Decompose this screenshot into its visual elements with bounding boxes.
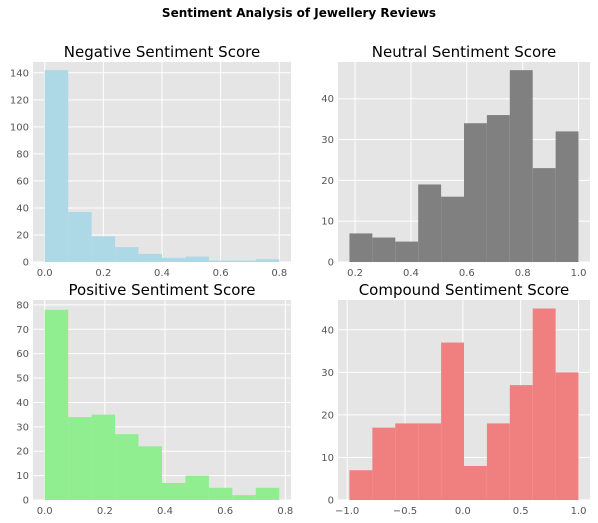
negative-bar-7 — [185, 256, 209, 262]
positive-bar-9 — [232, 495, 256, 500]
neutral-y-tick-label: 0 — [328, 258, 334, 269]
neutral-bar-2 — [372, 237, 396, 262]
positive-y-tick-label: 60 — [16, 349, 29, 360]
negative-bar-6 — [162, 257, 186, 262]
neutral-bar-7 — [486, 115, 510, 263]
positive-x-tick-label: 0.0 — [37, 506, 53, 517]
positive-bar-8 — [208, 487, 233, 500]
neutral-x-tick-label: 0.4 — [403, 268, 419, 279]
compound-x-tick-label: 1.0 — [571, 506, 587, 517]
positive-y-tick-label: 30 — [16, 422, 29, 433]
negative-y-tick-label: 40 — [16, 203, 29, 214]
neutral-x-tick-label: 0.2 — [347, 268, 363, 279]
positive-y-tick-label: 40 — [16, 398, 29, 409]
neutral-x-tick-label: 0.6 — [459, 268, 475, 279]
negative-bar-3 — [91, 236, 116, 262]
compound-bar-7 — [486, 423, 510, 500]
compound-bar-3 — [395, 423, 419, 500]
positive-y-tick-label: 50 — [16, 374, 29, 385]
neutral-bar-1 — [349, 233, 373, 262]
negative-x-tick-label: 0.6 — [213, 268, 229, 279]
compound-score-histogram: Compound Sentiment Score 0 10 20 30 40 −1.0 −0… — [321, 281, 590, 517]
negative-y-tick-label: 100 — [10, 122, 29, 133]
negative-bar-2 — [68, 212, 92, 262]
figure-title: Sentiment Analysis of Jewellery Reviews — [161, 6, 437, 20]
positive-bar-4 — [115, 434, 139, 500]
positive-y-tick-label: 80 — [16, 300, 29, 311]
negative-y-tick-label: 60 — [16, 176, 29, 187]
negative-bar-1 — [44, 70, 69, 262]
neutral-bar-9 — [532, 168, 556, 262]
neutral-x-tick-label: 1.0 — [571, 268, 587, 279]
neutral-bar-8 — [509, 70, 533, 262]
neutral-y-tick-label: 20 — [321, 176, 334, 187]
positive-bar-10 — [255, 487, 280, 500]
negative-bar-4 — [115, 247, 139, 262]
neutral-bar-4 — [418, 184, 442, 262]
positive-x-tick-label: 0.2 — [97, 506, 113, 517]
positive-y-tick-label: 20 — [16, 447, 29, 458]
negative-y-tick-label: 140 — [10, 68, 29, 79]
positive-bar-5 — [138, 446, 162, 500]
compound-x-tick-label: −1.0 — [335, 506, 359, 517]
positive-score-title: Positive Sentiment Score — [69, 281, 256, 299]
compound-y-tick-label: 30 — [321, 368, 334, 379]
positive-score-histogram: Positive Sentiment Score 0 10 20 30 40 50 60 70… — [16, 281, 293, 517]
compound-y-tick-label: 0 — [328, 496, 334, 507]
neutral-y-tick-label: 10 — [321, 217, 334, 228]
neutral-x-tick-label: 0.8 — [515, 268, 531, 279]
neutral-y-tick-label: 30 — [321, 135, 334, 146]
compound-x-tick-label: −0.5 — [393, 506, 417, 517]
compound-score-title: Compound Sentiment Score — [359, 281, 570, 299]
positive-x-tick-label: 0.6 — [217, 506, 233, 517]
positive-bar-7 — [185, 475, 209, 500]
negative-bar-10 — [255, 259, 280, 262]
negative-y-tick-label: 20 — [16, 230, 29, 241]
neutral-score-title: Neutral Sentiment Score — [372, 43, 556, 61]
negative-y-tick-label: 120 — [10, 95, 29, 106]
compound-bar-8 — [509, 385, 533, 500]
positive-y-tick-label: 70 — [16, 325, 29, 336]
compound-bar-2 — [372, 427, 396, 500]
negative-score-histogram: Negative Sentiment Score 0 20 40 60 80 100 120… — [10, 43, 291, 279]
negative-bar-5 — [138, 253, 162, 262]
negative-bar-8 — [208, 260, 233, 262]
negative-score-title: Negative Sentiment Score — [64, 43, 260, 61]
neutral-y-tick-label: 40 — [321, 94, 334, 105]
negative-x-tick-label: 0.2 — [95, 268, 111, 279]
negative-y-tick-label: 80 — [16, 149, 29, 160]
compound-bar-5 — [441, 342, 464, 500]
negative-x-tick-label: 0.4 — [154, 268, 170, 279]
positive-bar-2 — [68, 417, 92, 500]
compound-x-tick-label: 0.5 — [513, 506, 529, 517]
negative-x-tick-label: 0.8 — [271, 268, 287, 279]
compound-bar-10 — [555, 372, 579, 500]
compound-bar-1 — [349, 470, 373, 500]
positive-bar-3 — [91, 414, 116, 500]
positive-y-tick-label: 10 — [16, 471, 29, 482]
compound-x-tick-label: 0.0 — [455, 506, 471, 517]
positive-x-tick-label: 0.8 — [277, 506, 293, 517]
neutral-bar-6 — [464, 123, 487, 262]
compound-y-tick-label: 40 — [321, 325, 334, 336]
negative-bar-9 — [232, 260, 256, 262]
compound-y-tick-label: 10 — [321, 453, 334, 464]
negative-x-tick-label: 0.0 — [37, 268, 53, 279]
neutral-bar-5 — [441, 196, 464, 262]
neutral-bar-10 — [555, 131, 579, 262]
compound-bar-4 — [418, 423, 442, 500]
negative-y-tick-label: 0 — [23, 258, 29, 269]
neutral-bar-3 — [395, 241, 419, 262]
positive-y-tick-label: 0 — [23, 496, 29, 507]
compound-bar-9 — [532, 308, 556, 500]
compound-y-tick-label: 20 — [321, 410, 334, 421]
positive-x-tick-label: 0.4 — [157, 506, 173, 517]
compound-bar-6 — [464, 465, 487, 500]
positive-bar-6 — [162, 482, 186, 500]
neutral-score-histogram: Neutral Sentiment Score 0 10 20 30 40 0.2 0.4 0… — [321, 43, 590, 279]
positive-bar-1 — [44, 309, 69, 500]
